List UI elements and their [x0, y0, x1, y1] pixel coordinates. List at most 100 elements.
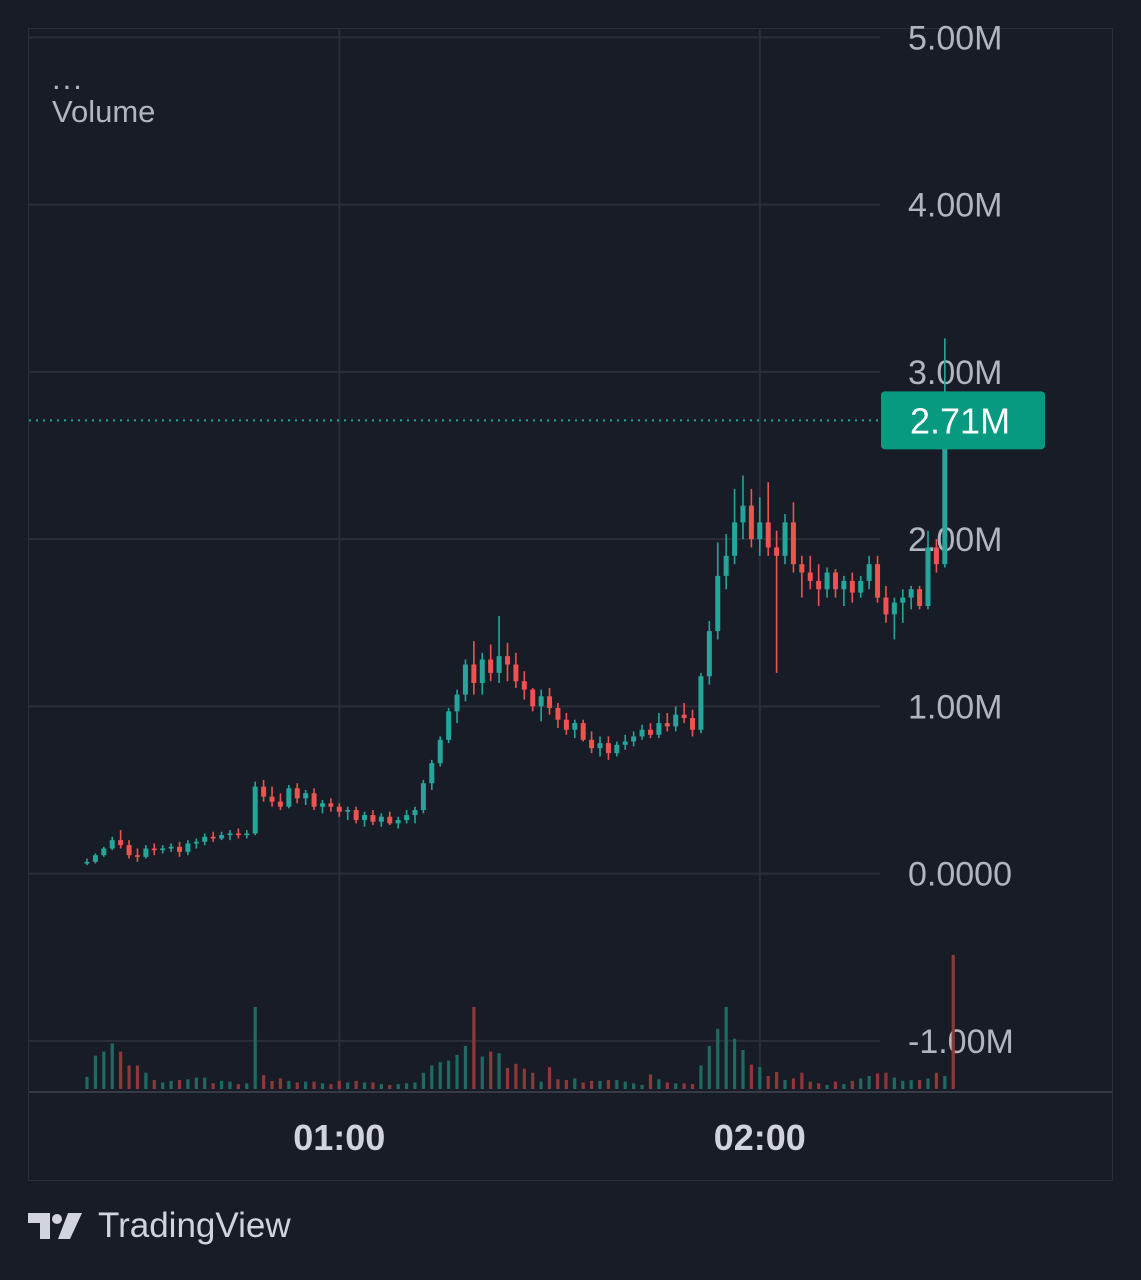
candle-body [824, 572, 830, 590]
candle-body [126, 845, 132, 856]
candle-body [488, 659, 494, 673]
candle-body [832, 572, 838, 590]
volume-bar [732, 1038, 737, 1089]
candle-body [160, 848, 166, 851]
volume-bar [707, 1045, 711, 1089]
brand-name: TradingView [98, 1206, 291, 1245]
candle-body [580, 723, 586, 740]
volume-bar [152, 1080, 156, 1089]
volume-bar [93, 1055, 98, 1089]
y-axis-tick-label: 3.00M [908, 354, 1003, 392]
volume-bar [346, 1082, 350, 1089]
candle-body [900, 597, 906, 603]
volume-bar [135, 1065, 140, 1089]
volume-bar [219, 1080, 224, 1089]
volume-bar [329, 1084, 333, 1089]
candle-body [605, 743, 611, 754]
candle-body [109, 840, 115, 849]
candle-body [765, 522, 771, 548]
candle-body [84, 861, 90, 864]
candle-body [294, 788, 300, 799]
tradingview-brand[interactable]: TradingView [28, 1206, 291, 1246]
candle-body [261, 786, 267, 797]
volume-bar [909, 1080, 913, 1089]
candle-body [647, 729, 653, 735]
volume-bar [531, 1072, 535, 1089]
volume-bar [438, 1062, 442, 1089]
candle-body [420, 783, 426, 811]
volume-bar [556, 1079, 560, 1089]
candle-body [303, 793, 309, 799]
candle-body [505, 656, 510, 665]
volume-bar [102, 1051, 106, 1089]
candle-body [757, 522, 763, 540]
candle-body [143, 848, 149, 857]
volume-bar [472, 1006, 476, 1089]
candle-body [378, 816, 384, 822]
volume-bar [590, 1080, 594, 1089]
candle-body [799, 564, 805, 573]
volume-bar [228, 1081, 232, 1089]
candle-body [858, 580, 864, 593]
volume-bar [859, 1078, 863, 1089]
candle-body [92, 855, 98, 862]
candle-body [572, 723, 578, 730]
volume-bar [749, 1064, 753, 1089]
candle-body [429, 763, 435, 784]
volume-bar [547, 1067, 552, 1089]
volume-bar [447, 1060, 451, 1089]
volume-bar [615, 1080, 619, 1089]
y-axis-tick-label: 5.00M [908, 19, 1003, 57]
candle-body [866, 564, 872, 581]
volume-bar [917, 1080, 922, 1089]
volume-bar [119, 1051, 123, 1089]
volume-bar [808, 1081, 812, 1089]
volume-bar [573, 1078, 577, 1089]
volume-bar [295, 1082, 299, 1089]
candle-body [496, 656, 502, 673]
candle-body [446, 711, 452, 740]
candle-body [698, 676, 704, 730]
volume-bar [791, 1078, 796, 1089]
current-price-badge [881, 391, 1045, 450]
volume-bar [867, 1076, 871, 1089]
candle-body [656, 723, 662, 735]
volume-bar [564, 1080, 568, 1089]
volume-bar [741, 1050, 745, 1089]
volume-bar [463, 1045, 468, 1089]
x-axis-tick-label: 02:00 [714, 1117, 806, 1158]
candle-body [589, 739, 595, 749]
volume-bar [169, 1080, 173, 1089]
candle-body [353, 810, 359, 821]
volume-bar [371, 1082, 375, 1089]
volume-bar [177, 1080, 182, 1089]
candle-body [521, 681, 527, 690]
candle-body [345, 810, 351, 812]
volume-bar [379, 1084, 383, 1089]
y-axis-tick-label: -1.00M [908, 1023, 1014, 1061]
volume-bar [833, 1081, 838, 1089]
volume-bar [362, 1082, 367, 1089]
legend-more-button[interactable]: ... [52, 61, 84, 96]
candle-body [185, 843, 191, 852]
candle-body [530, 689, 536, 707]
candle-body [933, 547, 939, 565]
volume-bar [674, 1083, 678, 1089]
volume-bar [682, 1083, 686, 1089]
volume-bar [800, 1072, 804, 1089]
candle-body [782, 522, 788, 556]
volume-bar [161, 1082, 165, 1089]
candle-body [193, 841, 199, 844]
volume-bar [236, 1084, 240, 1089]
volume-bar [455, 1054, 459, 1089]
y-axis-tick-label: 4.00M [908, 187, 1003, 225]
x-axis-tick-label: 01:00 [293, 1117, 385, 1158]
volume-bar [194, 1077, 198, 1089]
volume-bar [430, 1065, 434, 1089]
volume-bar [253, 1006, 257, 1089]
candle-body [118, 840, 124, 846]
volume-bar [690, 1084, 695, 1089]
candle-body [269, 796, 275, 802]
volume-bar [699, 1065, 703, 1089]
